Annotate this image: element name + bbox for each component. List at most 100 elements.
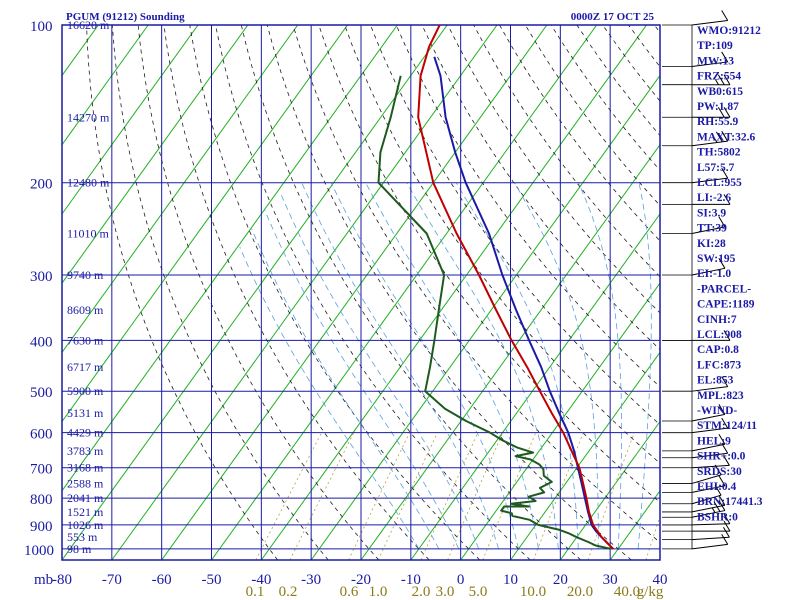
mixing-ratio-line [348, 432, 410, 560]
wind-barb [662, 495, 726, 513]
index-item: TT:39 [697, 223, 727, 235]
wind-barb-flag [718, 258, 726, 269]
isotherm-line [559, 420, 660, 560]
isotherm-line [460, 282, 660, 560]
wind-barb-staff [691, 485, 726, 493]
wind-barb [662, 376, 729, 392]
index-item: CINH:7 [697, 314, 737, 326]
wind-barb [662, 330, 731, 341]
background-lines [0, 25, 660, 560]
indices-panel: WMO:91212 TP:109 MW:13 FRZ:554 WB0:615 PW:1.8… [697, 25, 763, 523]
isotherm-line [62, 25, 249, 285]
height-label: 6717 m [67, 360, 104, 374]
index-item: TP:109 [697, 40, 733, 52]
height-label: 8609 m [67, 303, 104, 317]
pressure-tick-label: 100 [30, 19, 53, 35]
isotherm-line [0, 25, 49, 560]
index-item: EI:-1.0 [697, 268, 731, 280]
index-item: RH:55.9 [697, 116, 738, 128]
wind-barb-staff [691, 140, 728, 147]
moist-adiabat [365, 182, 539, 549]
wind-barb [662, 194, 731, 205]
index-item: LFC:873 [697, 359, 741, 371]
wind-barb-staff [691, 427, 728, 434]
wind-barb-flag [718, 404, 726, 415]
height-label: 2041 m [67, 491, 104, 505]
moist-adiabat [637, 182, 652, 549]
dry-adiabat [395, 25, 660, 388]
index-item: BRN:17441.3 [697, 496, 763, 508]
index-item: MAXT:32.6 [697, 131, 755, 143]
isotherm-line [211, 25, 598, 560]
wind-barb [662, 106, 731, 118]
dry-adiabat [266, 25, 632, 560]
dry-adiabat [137, 25, 380, 560]
moist-adiabat [514, 182, 599, 549]
dry-adiabat [111, 25, 329, 560]
index-item: MPL:823 [697, 390, 744, 402]
wind-barb [662, 74, 731, 86]
wind-barb [662, 10, 729, 26]
index-item: BSHR:0 [697, 511, 738, 523]
wind-barb [662, 417, 729, 434]
moist-adiabat [301, 182, 499, 550]
wind-barb-flag [718, 216, 726, 228]
wind-barb-staff [691, 226, 726, 234]
height-label: 7630 m [67, 333, 104, 347]
index-item: LI:-2.6 [697, 192, 731, 204]
mixing-ratio-label: 10.0 [520, 584, 546, 600]
wind-barb [662, 433, 726, 452]
wind-barb [662, 258, 726, 276]
index-item: L57:5.7 [697, 162, 735, 174]
index-item: -PARCEL- [697, 283, 751, 295]
moist-adiabat [455, 182, 579, 549]
mixing-ratio-line [587, 432, 635, 560]
isotherm-line [62, 25, 448, 560]
mixing-ratio-label: 2.0 [412, 584, 431, 600]
mixing-ratio-line [533, 432, 584, 560]
mixing-ratio-line [289, 432, 355, 560]
wind-barb-half [715, 79, 720, 85]
wind-barb [662, 475, 726, 493]
wind-barb-flag [723, 106, 731, 118]
wind-barb-staff [691, 536, 730, 541]
wind-barb [662, 167, 729, 184]
wind-barb-staff [691, 267, 726, 276]
wind-barb [662, 404, 726, 422]
height-label: 2588 m [67, 476, 104, 490]
index-item: LCL:908 [697, 329, 742, 341]
plot-frame [61, 24, 661, 561]
wind-barb-staff [691, 523, 730, 526]
wind-barb [662, 527, 730, 541]
pressure-tick-label: 600 [30, 427, 53, 443]
index-item: PW:1.87 [697, 101, 739, 113]
mixing-ratio-label: 0.2 [279, 584, 298, 600]
index-item: SI:3.9 [697, 207, 726, 219]
wind-barb-flag [717, 74, 725, 85]
wind-barb-flag [721, 10, 729, 21]
wind-barb-staff [691, 61, 728, 67]
parcel-line [417, 25, 614, 550]
temperature-tick-label: 30 [603, 572, 618, 588]
wind-barb-flag [721, 51, 729, 63]
pressure-tick-label: 800 [30, 492, 53, 508]
wind-barb-staff [691, 177, 728, 184]
plot-border [61, 24, 661, 561]
temperature-tick-label: -70 [102, 572, 122, 588]
moist-adiabat [251, 228, 440, 550]
wind-barb-staff [691, 504, 726, 513]
wind-barb-half [711, 507, 716, 513]
pressure-tick-label: 900 [30, 519, 53, 535]
wind-barb [662, 534, 729, 550]
height-label: 12480 m [67, 176, 110, 190]
moist-adiabat [578, 182, 622, 549]
index-item: CAP:0.8 [697, 344, 739, 356]
isotherm-line [62, 25, 348, 423]
wind-barb-staff [691, 494, 722, 505]
wind-barb [662, 216, 726, 234]
index-item: -WIND- [697, 405, 737, 417]
temperature-tick-label: 20 [553, 572, 568, 588]
height-label: 5900 m [67, 384, 104, 398]
index-item: KI:28 [697, 238, 726, 250]
